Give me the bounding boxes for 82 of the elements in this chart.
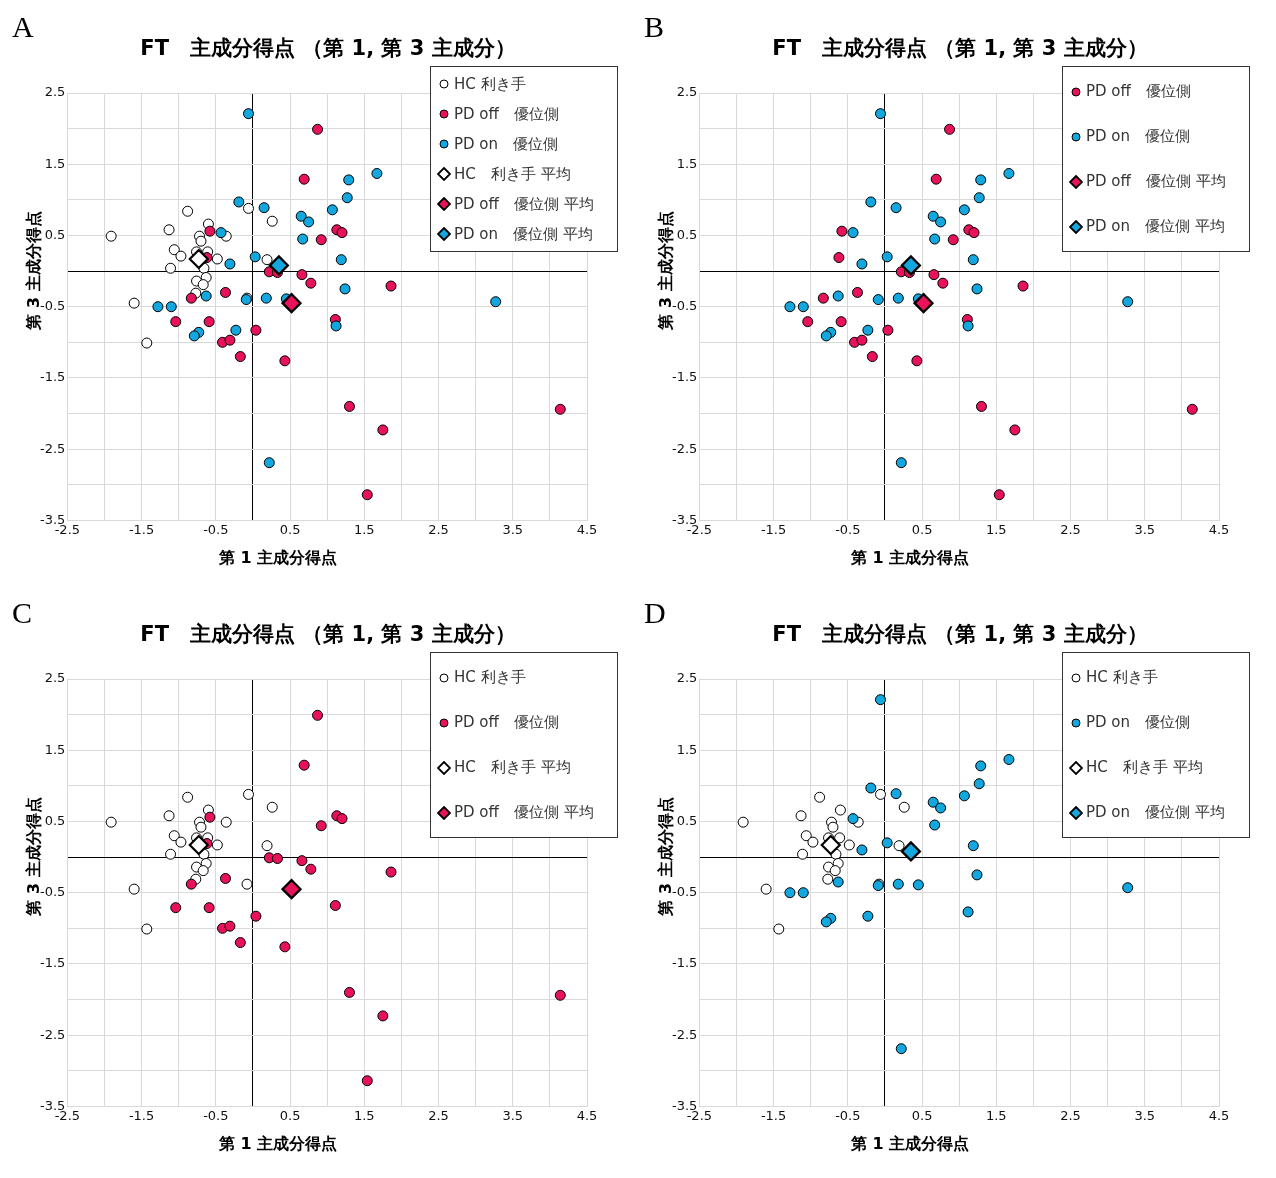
y-tick-label: 0.5: [44, 812, 66, 828]
x-tick-label: 3.5: [502, 1107, 524, 1123]
chart-title: FT 主成分得点 （第 1, 第 3 主成分）: [139, 35, 517, 62]
legend-label: PD on 優位側 平均: [1086, 803, 1225, 822]
x-tick-label: 3.5: [502, 521, 524, 537]
legend-label: PD off 優位側 平均: [454, 803, 594, 822]
y-tick-label: -0.5: [671, 884, 698, 900]
chart-title: FT 主成分得点 （第 1, 第 3 主成分）: [771, 35, 1149, 62]
text: D: [644, 596, 666, 630]
y-tick-label: -1.5: [671, 955, 698, 971]
x-tick-label: 1.5: [353, 1107, 375, 1123]
legend-label: HC 利き手: [1086, 668, 1158, 687]
x-tick-label: 0.5: [279, 1107, 301, 1123]
legend-label: PD on 優位側: [1086, 127, 1191, 146]
y-tick-label: -2.5: [671, 1026, 698, 1042]
y-tick-label: -0.5: [39, 298, 66, 314]
y-tick-label: -1.5: [39, 369, 66, 385]
y-tick-label: -0.5: [671, 298, 698, 314]
legend-label: PD off 優位側: [454, 104, 559, 124]
x-axis-title: 第 1 主成分得点: [217, 1134, 339, 1155]
legend-label: HC 利き手 平均: [454, 758, 571, 777]
text: B: [644, 10, 665, 44]
x-tick-label: 4.5: [576, 521, 598, 537]
legend-label: HC 利き手: [454, 668, 526, 687]
y-tick-label: 0.5: [676, 812, 698, 828]
x-tick-label: 0.5: [911, 1107, 933, 1123]
y-tick-label: 1.5: [44, 155, 66, 171]
x-axis-title: 第 1 主成分得点: [849, 1134, 971, 1155]
legend-label: PD off 優位側: [1086, 82, 1191, 101]
x-tick-label: 2.5: [428, 1107, 449, 1123]
x-tick-label: -1.5: [760, 1107, 787, 1123]
y-tick-label: -0.5: [39, 884, 66, 900]
x-tick-label: 2.5: [428, 521, 449, 537]
x-tick-label: 3.5: [1134, 521, 1156, 537]
y-tick-label: 2.5: [676, 670, 698, 686]
x-tick-label: -0.5: [203, 521, 229, 537]
y-tick-label: -1.5: [39, 955, 66, 971]
text: A: [12, 10, 34, 44]
y-tick-label: 0.5: [676, 226, 698, 242]
legend-label: HC 利き手 平均: [1086, 758, 1203, 777]
x-tick-label: 0.5: [911, 521, 933, 537]
y-tick-label: 1.5: [44, 741, 66, 757]
x-tick-label: 2.5: [1060, 1107, 1081, 1123]
x-tick-label: -1.5: [128, 1107, 155, 1123]
legend-label: PD on 優位側 平均: [454, 224, 593, 244]
y-tick-label: -2.5: [39, 440, 66, 456]
x-tick-label: -0.5: [835, 521, 861, 537]
x-tick-label: 3.5: [1134, 1107, 1156, 1123]
y-tick-label: 2.5: [44, 670, 66, 686]
y-tick-label: 1.5: [676, 155, 698, 171]
x-tick-label: 1.5: [353, 521, 375, 537]
x-tick-label: -1.5: [128, 521, 155, 537]
y-tick-label: 2.5: [44, 84, 66, 100]
x-axis-title: 第 1 主成分得点: [217, 548, 339, 569]
x-tick-label: -0.5: [835, 1107, 861, 1123]
y-tick-label: -2.5: [671, 440, 698, 456]
text: C: [12, 596, 33, 630]
legend-label: PD on 優位側: [454, 134, 559, 154]
legend-label: HC 利き手 平均: [454, 164, 571, 184]
x-axis-title: 第 1 主成分得点: [849, 548, 971, 569]
y-tick-label: 0.5: [44, 226, 66, 242]
legend-label: HC 利き手: [454, 74, 526, 94]
legend-label: PD on 優位側 平均: [1086, 217, 1225, 236]
y-tick-label: 1.5: [676, 741, 698, 757]
x-tick-label: 1.5: [985, 521, 1007, 537]
x-tick-label: -1.5: [760, 521, 787, 537]
y-tick-label: -1.5: [671, 369, 698, 385]
x-tick-label: 1.5: [985, 1107, 1007, 1123]
x-tick-label: 4.5: [576, 1107, 598, 1123]
x-tick-label: 0.5: [279, 521, 301, 537]
chart-title: FT 主成分得点 （第 1, 第 3 主成分）: [139, 621, 517, 648]
legend-label: PD off 優位側 平均: [1086, 172, 1226, 191]
x-tick-label: 2.5: [1060, 521, 1081, 537]
y-tick-label: 2.5: [676, 84, 698, 100]
x-tick-label: -0.5: [203, 1107, 229, 1123]
legend-label: PD on 優位側: [1086, 713, 1191, 732]
x-tick-label: 4.5: [1208, 1107, 1230, 1123]
x-tick-label: 4.5: [1208, 521, 1230, 537]
chart-title: FT 主成分得点 （第 1, 第 3 主成分）: [771, 621, 1149, 648]
y-tick-label: -2.5: [39, 1026, 66, 1042]
legend-label: PD off 優位側 平均: [454, 194, 594, 214]
legend-label: PD off 優位側: [454, 713, 559, 732]
